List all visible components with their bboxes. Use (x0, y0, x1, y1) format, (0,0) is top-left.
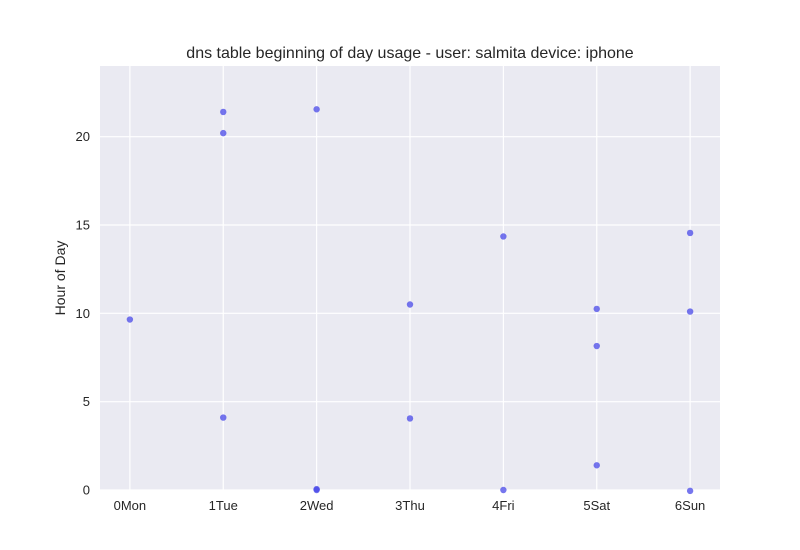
y-tick-label: 20 (76, 129, 90, 144)
data-point (593, 305, 600, 313)
y-tick-label: 0 (83, 483, 90, 498)
x-tick-label: 0Mon (114, 498, 147, 513)
data-point (500, 486, 507, 494)
y-tick-label: 15 (76, 218, 90, 233)
data-point (313, 106, 320, 113)
x-tick-label: 2Wed (300, 498, 334, 513)
data-point (220, 129, 227, 137)
data-point (593, 342, 600, 350)
data-point (406, 301, 414, 308)
data-point (406, 415, 414, 422)
x-tick-label: 1Tue (209, 498, 238, 513)
x-axis-ticks: 0Mon 1Tue 2Wed 3Thu 4Fri 5Sat 6Sun (114, 498, 706, 513)
y-axis-label: Hour of Day (52, 241, 68, 316)
data-point (686, 229, 694, 237)
data-points (126, 106, 694, 495)
y-tick-label: 10 (76, 306, 90, 321)
data-point (686, 487, 694, 495)
chart-title: dns table beginning of day usage - user:… (186, 45, 634, 62)
x-tick-label: 6Sun (675, 498, 705, 513)
grid-lines (100, 66, 720, 491)
data-point (500, 233, 507, 240)
data-point (686, 308, 694, 315)
x-tick-label: 3Thu (395, 498, 425, 513)
x-tick-label: 4Fri (492, 498, 515, 513)
x-tick-label: 5Sat (583, 498, 610, 513)
data-point (220, 108, 227, 116)
data-point (313, 486, 320, 494)
y-axis-ticks: 0 5 10 15 20 (76, 129, 90, 497)
data-point (126, 316, 134, 323)
data-point (220, 414, 227, 421)
y-tick-label: 5 (83, 394, 90, 409)
data-point (593, 462, 600, 469)
